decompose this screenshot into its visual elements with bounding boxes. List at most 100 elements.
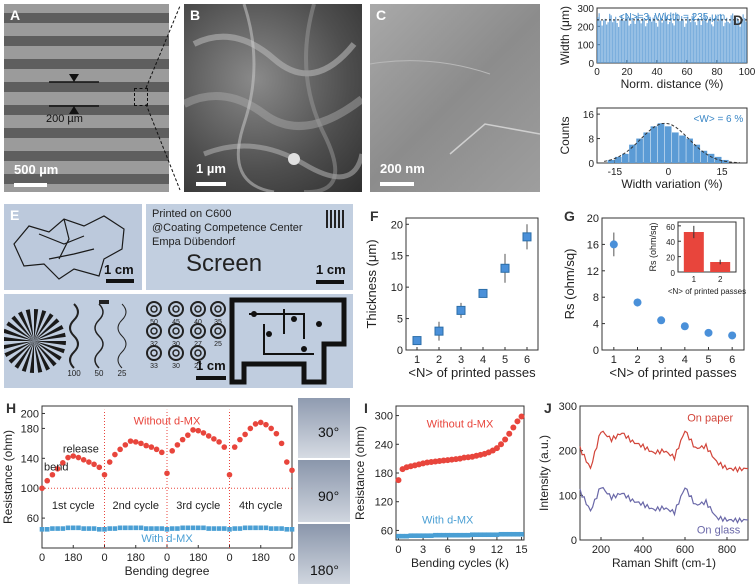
h-point — [39, 527, 45, 532]
h-point — [226, 471, 233, 478]
h-point — [138, 525, 144, 531]
i-point — [490, 532, 496, 538]
siemens-star-wedge — [34, 309, 39, 341]
y-tick-label: 40 — [666, 238, 675, 247]
h-point — [60, 526, 66, 531]
panel-j-chart: 200 400 600 800 0 100 200 300 Raman Shift (cm-1)… — [537, 401, 749, 570]
panel-e-map: E 1 cm — [4, 204, 142, 290]
i-point — [441, 532, 446, 538]
y-tick-label: 16 — [583, 110, 595, 121]
x-tick-label: 2 — [436, 354, 442, 366]
width-bar — [621, 15, 623, 64]
h-point — [91, 526, 97, 531]
width-bar — [690, 22, 692, 63]
rs-point — [704, 328, 713, 337]
siemens-star-wedge — [4, 341, 34, 350]
i-point — [395, 477, 402, 484]
x-tick-label: 180 — [127, 552, 145, 564]
width-bar — [667, 24, 669, 63]
y-tick-label: 60 — [27, 513, 39, 525]
panel-a-zoom-box — [134, 88, 148, 106]
x-tick-label: 1 — [611, 354, 617, 366]
y-tick-label: 16 — [587, 239, 599, 251]
width-bar — [742, 14, 744, 64]
panel-a-stripes — [4, 4, 169, 192]
y-tick-label: 8 — [588, 135, 594, 146]
y-tick-label: 200 — [21, 408, 39, 420]
x-tick-label: 15 — [716, 167, 728, 178]
width-bar — [630, 23, 632, 64]
i-point — [428, 533, 434, 538]
ring-inner — [150, 327, 158, 335]
angle-90-label: 90° — [318, 488, 340, 504]
count-bar — [700, 150, 708, 163]
width-bar — [735, 22, 737, 63]
x-tick-label: 0 — [226, 552, 232, 564]
width-bar — [675, 17, 677, 63]
inset-y-label: Rs (ohm/sq) — [648, 222, 658, 271]
h-point — [127, 438, 134, 444]
x-axis-label: Width variation (%) — [621, 177, 722, 191]
h-point — [148, 444, 155, 450]
panel-f-chart: 1 2 3 4 5 6 0 5 10 15 20 <N> of printed passes Thick… — [364, 217, 539, 380]
x-tick-label: 6 — [445, 544, 451, 556]
width-bar — [738, 20, 740, 63]
width-bar — [691, 15, 693, 63]
panel-a-scale-label: 500 µm — [14, 162, 59, 177]
gap — [4, 59, 169, 69]
width-bar — [673, 25, 675, 63]
x-axis-label: <N> of printed passes — [408, 365, 536, 380]
x-tick-label: 0 — [594, 67, 600, 78]
ring-inner — [214, 327, 222, 335]
i-point — [408, 533, 414, 538]
h-point — [284, 527, 290, 532]
count-bar — [650, 126, 658, 163]
h-point — [117, 446, 123, 453]
h-point — [143, 526, 149, 531]
y-tick-label: 0 — [397, 345, 403, 357]
ring-label: 45 — [172, 319, 180, 326]
h-point — [138, 440, 144, 447]
width-bar — [655, 22, 657, 64]
width-bar — [720, 13, 722, 63]
count-bar — [636, 138, 643, 163]
x-axis-label: Bending degree — [125, 564, 210, 578]
h-point — [227, 527, 232, 532]
j-series-label-glass: On glass — [697, 524, 741, 536]
bar-label: 100 — [67, 369, 81, 378]
width-bar — [610, 15, 612, 63]
siemens-star-wedge — [34, 341, 62, 361]
siemens-star-wedge — [34, 310, 47, 341]
h-point — [231, 444, 238, 450]
width-bar — [718, 19, 720, 63]
h-point — [211, 436, 217, 442]
panel-c-letter: C — [376, 7, 387, 23]
h-point — [263, 525, 269, 531]
h-point — [164, 470, 170, 477]
y-tick-label: 100 — [21, 483, 39, 495]
h-point — [289, 467, 295, 474]
count-bar — [707, 153, 715, 163]
h-point — [117, 525, 123, 531]
width-bar — [607, 22, 609, 63]
i-point — [433, 532, 438, 538]
width-bar — [642, 18, 644, 64]
width-bar — [715, 15, 717, 63]
h-point — [268, 526, 274, 531]
stripe — [4, 4, 169, 13]
width-bar — [619, 19, 621, 63]
y-tick-label: 60 — [666, 223, 675, 232]
width-bar — [670, 17, 672, 63]
width-bar — [672, 23, 674, 64]
annot-bend: bend — [44, 461, 68, 473]
x-tick-label: 2 — [718, 275, 723, 284]
h-point — [179, 436, 186, 443]
i-point — [420, 533, 426, 538]
panel-e-pattern-scalebar — [196, 376, 226, 380]
h-point — [190, 525, 196, 531]
panel-d: D 0 20 40 60 80 100 0 100 200 300 Norm. distance (… — [545, 0, 756, 200]
h-point — [237, 526, 243, 531]
width-bar — [601, 25, 603, 64]
d-top-annotation: <N>=3, Width = 235 μm — [619, 12, 725, 23]
